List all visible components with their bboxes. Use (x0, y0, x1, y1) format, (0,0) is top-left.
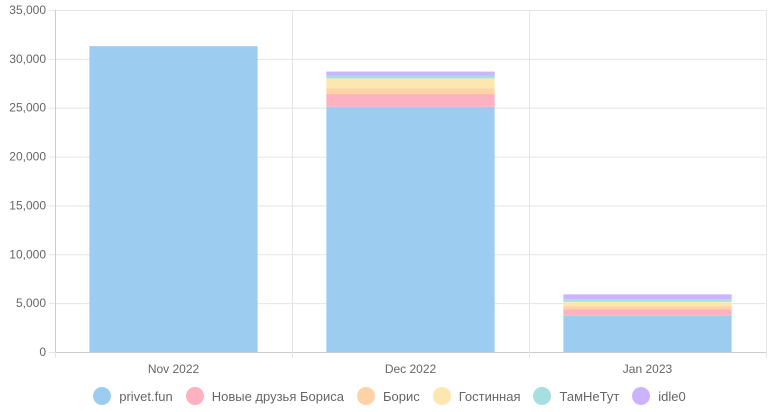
y-tick-label: 35,000 (9, 3, 46, 17)
legend-swatch (432, 387, 451, 405)
x-tick-label: Nov 2022 (148, 362, 200, 376)
bar-segment[interactable] (326, 75, 495, 79)
legend-label: Гостинная (458, 388, 521, 404)
chart-legend: privet.fun Новые друзья Бориса Борис Гостин… (0, 383, 779, 409)
legend-swatch (185, 387, 204, 405)
legend-item[interactable]: ТамНеТут (533, 387, 619, 405)
legend-item[interactable]: Новые друзья Бориса (185, 387, 344, 405)
legend-item[interactable]: idle0 (632, 387, 686, 405)
bar-segment[interactable] (326, 106, 495, 352)
x-axis-ticks: Nov 2022 Dec 2022 Jan 2023 (148, 362, 673, 376)
y-axis-ticks: 0 5,000 10,000 15,000 20,000 25,000 30,000 35,0… (9, 3, 46, 359)
bar-segment[interactable] (563, 301, 732, 307)
bar-segment[interactable] (326, 88, 495, 95)
x-tick-label: Dec 2022 (385, 362, 437, 376)
y-tick-label: 5,000 (16, 296, 46, 310)
legend-label: privet.fun (119, 388, 173, 404)
bar-segment[interactable] (563, 315, 732, 352)
legend-item[interactable]: Борис (356, 387, 420, 405)
legend-item[interactable]: Гостинная (432, 387, 521, 405)
legend-swatch (632, 387, 651, 405)
y-tick-label: 20,000 (9, 150, 46, 164)
legend-swatch (533, 387, 552, 405)
bars (89, 46, 732, 352)
legend-swatch (93, 387, 112, 405)
y-tick-label: 15,000 (9, 198, 46, 212)
legend-label: idle0 (658, 388, 686, 404)
y-tick-label: 10,000 (9, 247, 46, 261)
bar-segment[interactable] (326, 71, 495, 76)
bar-segment[interactable] (563, 299, 732, 302)
legend-label: Новые друзья Бориса (211, 388, 344, 404)
legend-swatch (356, 387, 375, 405)
y-tick-label: 0 (39, 345, 46, 359)
y-tick-label: 30,000 (9, 52, 46, 66)
bar-segment[interactable] (563, 294, 732, 300)
bar-segment[interactable] (326, 78, 495, 89)
legend-item[interactable]: privet.fun (93, 387, 173, 405)
bar-segment[interactable] (563, 309, 732, 316)
stacked-bar-chart: 0 5,000 10,000 15,000 20,000 25,000 30,000 35,0… (9, 3, 767, 376)
legend-label: ТамНеТут (559, 388, 620, 404)
x-tick-label: Jan 2023 (623, 362, 673, 376)
bar-segment[interactable] (563, 306, 732, 310)
bar-segment[interactable] (89, 46, 258, 352)
legend-label: Борис (382, 388, 420, 404)
bar-segment[interactable] (326, 94, 495, 107)
y-tick-label: 25,000 (9, 101, 46, 115)
